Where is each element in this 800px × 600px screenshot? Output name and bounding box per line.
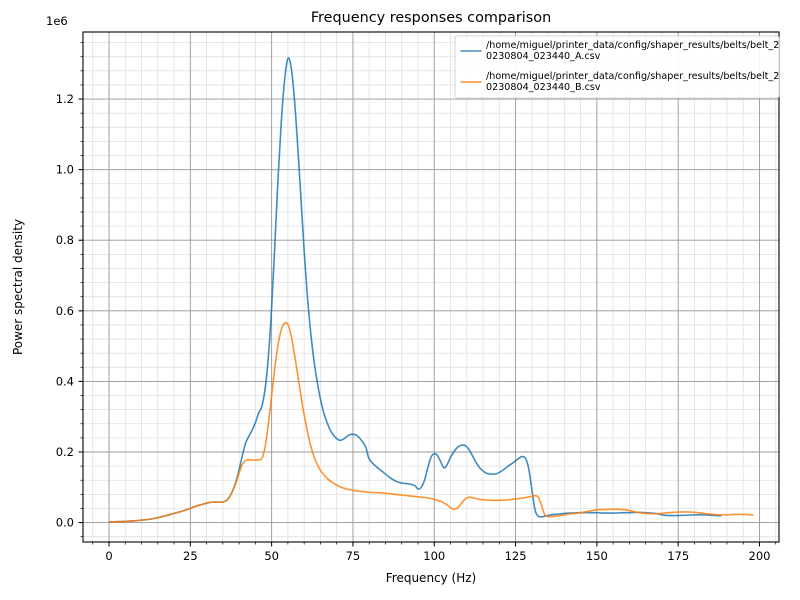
x-tick-label: 25: [183, 549, 198, 563]
chart-legend[interactable]: /home/miguel/printer_data/config/shaper_…: [454, 35, 780, 99]
y-tick-label: 0.0: [56, 516, 74, 530]
minor-gridlines: [83, 32, 779, 542]
y-tick-label: 0.6: [56, 304, 74, 318]
x-tick-label: 125: [505, 549, 527, 563]
legend-label-series-a-line2: 0230804_023440_A.csv: [486, 51, 601, 62]
x-tick-label: 75: [346, 549, 361, 563]
legend-background: [454, 35, 780, 99]
data-series-group: [108, 57, 754, 523]
axis-tick-labels: 0 25 50 75 100 125 150 175 200 0.0 0.2 0.4 0.6 0.8 1.0…: [56, 92, 771, 563]
chart-title: Frequency responses comparison: [311, 10, 551, 26]
x-tick-label: 0: [105, 549, 112, 563]
x-tick-label: 50: [264, 549, 279, 563]
x-tick-label: 150: [586, 549, 608, 563]
legend-label-series-a-line1: /home/miguel/printer_data/config/shaper_…: [486, 40, 779, 51]
y-tick-label: 1.0: [56, 163, 74, 177]
axes-spines: [82, 31, 780, 543]
series-line-b: [108, 321, 754, 523]
y-tick-label: 0.4: [56, 374, 74, 388]
major-gridlines: [83, 32, 779, 542]
y-tick-label: 1.2: [56, 92, 74, 106]
legend-label-series-b-line2: 0230804_023440_B.csv: [486, 82, 601, 93]
x-tick-label: 100: [423, 549, 445, 563]
axis-ticks: [78, 42, 777, 547]
y-axis-label: Power spectral density: [11, 219, 25, 355]
y-tick-label: 0.8: [56, 233, 74, 247]
plot-background: [83, 32, 779, 542]
y-axis-offset-label: 1e6: [46, 14, 68, 28]
x-tick-label: 175: [667, 549, 689, 563]
x-tick-label: 200: [749, 549, 771, 563]
x-axis-label: Frequency (Hz): [386, 571, 477, 585]
legend-label-series-b-line1: /home/miguel/printer_data/config/shaper_…: [486, 71, 779, 82]
y-tick-label: 0.2: [56, 445, 74, 459]
